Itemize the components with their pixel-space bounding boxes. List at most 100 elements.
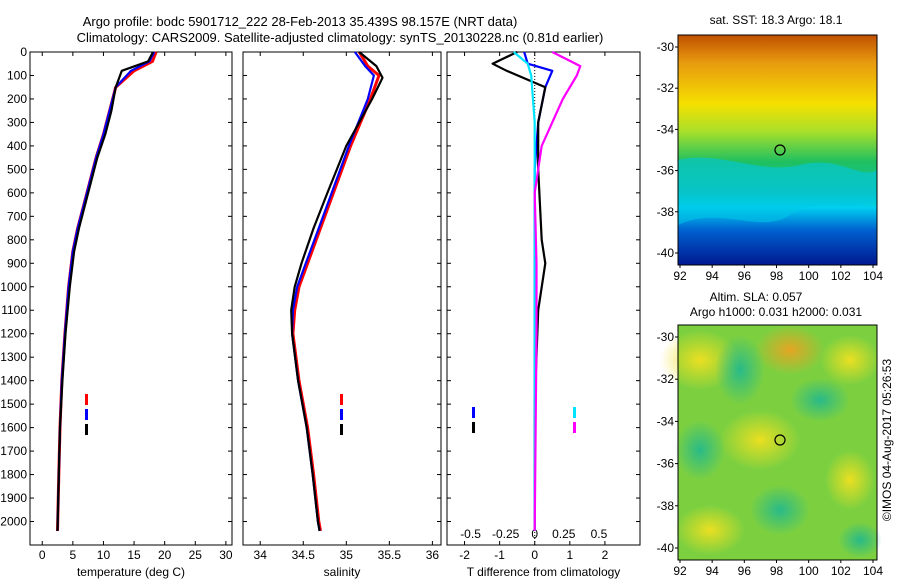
y-tick-label: 400 <box>7 139 27 153</box>
y-tick-label: 1900 <box>0 491 27 505</box>
lon-tick-label: 104 <box>863 564 883 578</box>
x-tick-label: 20 <box>158 548 172 562</box>
y-tick-label: 700 <box>7 209 27 223</box>
plot-frame-1 <box>29 51 233 546</box>
legend-swatch <box>340 394 343 405</box>
y-tick-label: 1500 <box>0 397 27 411</box>
lon-tick-label: 92 <box>673 564 687 578</box>
lat-tick-label: -38 <box>657 499 675 513</box>
x-axis-label: T difference from climatology <box>467 565 621 579</box>
x-tick-label: 34.5 <box>292 548 316 562</box>
header-line-2: Climatology: CARS2009. Satellite-adjuste… <box>77 30 604 45</box>
y-tick-label: 2000 <box>0 515 27 529</box>
lon-tick-label: 102 <box>831 564 851 578</box>
sst-map <box>677 34 878 266</box>
lat-tick-label: -32 <box>657 81 675 95</box>
x-tick-label: 30 <box>219 548 233 562</box>
plot-frame-3 <box>446 51 641 546</box>
x-tick-label: 36 <box>426 548 440 562</box>
copyright-watermark: ©IMOS 04-Aug-2017 05:26:53 <box>880 359 894 522</box>
y-tick-label: 0 <box>20 45 27 59</box>
argo-location-marker <box>774 144 786 156</box>
lat-tick-label: -32 <box>657 372 675 386</box>
x-tick-label: 15 <box>127 548 141 562</box>
x-tick-label: 0 <box>39 548 46 562</box>
y-tick-label: 1400 <box>0 374 27 388</box>
x-tick-label: -2 <box>459 548 470 562</box>
x-tick-label: 35 <box>340 548 354 562</box>
y-tick-label: 500 <box>7 162 27 176</box>
y-tick-label: 1800 <box>0 468 27 482</box>
y-tick-label: 1700 <box>0 444 27 458</box>
lon-tick-label: 96 <box>738 269 752 283</box>
argo-location-marker <box>774 434 786 446</box>
lat-tick-label: -34 <box>657 122 675 136</box>
lat-tick-label: -38 <box>657 205 675 219</box>
x-tick-label: 10 <box>97 548 111 562</box>
legend-swatch <box>85 424 88 435</box>
sst-map-title: sat. SST: 18.3 Argo: 18.1 <box>710 13 843 27</box>
y-tick-label: 200 <box>7 92 27 106</box>
legend-swatch <box>85 409 88 420</box>
x-tick-label: 1 <box>566 548 573 562</box>
lon-tick-label: 104 <box>863 269 883 283</box>
legend-swatch <box>573 422 576 433</box>
legend-swatch <box>340 424 343 435</box>
lon-tick-label: 102 <box>831 269 851 283</box>
header-line-1: Argo profile: bodc 5901712_222 28-Feb-20… <box>83 14 518 29</box>
lat-tick-label: -30 <box>657 330 675 344</box>
x-tick-label: 25 <box>189 548 203 562</box>
s-tick-label: 0.25 <box>552 527 576 541</box>
y-tick-label: 900 <box>7 256 27 270</box>
x-tick-label: 34 <box>254 548 268 562</box>
legend-swatch <box>472 407 475 418</box>
sla-map-title-2: Argo h1000: 0.031 h2000: 0.031 <box>690 305 862 319</box>
lon-tick-label: 94 <box>705 564 719 578</box>
legend-swatch <box>472 422 475 433</box>
sla-map <box>660 324 882 561</box>
y-tick-label: 1600 <box>0 421 27 435</box>
s-tick-label: -0.5 <box>460 527 481 541</box>
x-tick-label: -1 <box>494 548 505 562</box>
lon-tick-label: 94 <box>705 269 719 283</box>
s-tick-label: -0.25 <box>492 527 520 541</box>
lat-tick-label: -34 <box>657 414 675 428</box>
lat-tick-label: -36 <box>657 164 675 178</box>
y-tick-label: 100 <box>7 68 27 82</box>
lon-tick-label: 96 <box>738 564 752 578</box>
series-line-4 <box>533 51 582 531</box>
plot-frame-2 <box>242 51 442 546</box>
y-tick-label: 1200 <box>0 327 27 341</box>
x-tick-label: 0 <box>531 548 538 562</box>
y-tick-label: 800 <box>7 233 27 247</box>
y-tick-label: 600 <box>7 186 27 200</box>
y-tick-label: 1000 <box>0 280 27 294</box>
x-tick-label: 5 <box>70 548 77 562</box>
legend-swatch <box>340 409 343 420</box>
series-line-3 <box>290 51 384 532</box>
lat-tick-label: -30 <box>657 40 675 54</box>
lat-tick-label: -40 <box>657 246 675 260</box>
lon-tick-label: 100 <box>799 269 819 283</box>
lat-tick-label: -40 <box>657 541 675 555</box>
x-axis-label: salinity <box>324 565 361 579</box>
y-tick-label: 1100 <box>1 303 27 317</box>
x-tick-label: 2 <box>602 548 609 562</box>
y-tick-label: 1300 <box>0 350 27 364</box>
s-tick-label: 0 <box>531 527 538 541</box>
lon-tick-label: 98 <box>770 564 784 578</box>
sla-map-title-1: Altim. SLA: 0.057 <box>710 290 803 304</box>
lon-tick-label: 98 <box>770 269 784 283</box>
s-tick-label: 0.5 <box>591 527 608 541</box>
legend-swatch <box>85 394 88 405</box>
legend-swatch <box>573 407 576 418</box>
y-tick-label: 300 <box>7 115 27 129</box>
x-axis-label: temperature (deg C) <box>77 565 185 579</box>
x-tick-label: 35.5 <box>378 548 402 562</box>
series-line-3 <box>56 51 154 531</box>
lon-tick-label: 92 <box>673 269 687 283</box>
lat-tick-label: -36 <box>657 457 675 471</box>
lon-tick-label: 100 <box>799 564 819 578</box>
